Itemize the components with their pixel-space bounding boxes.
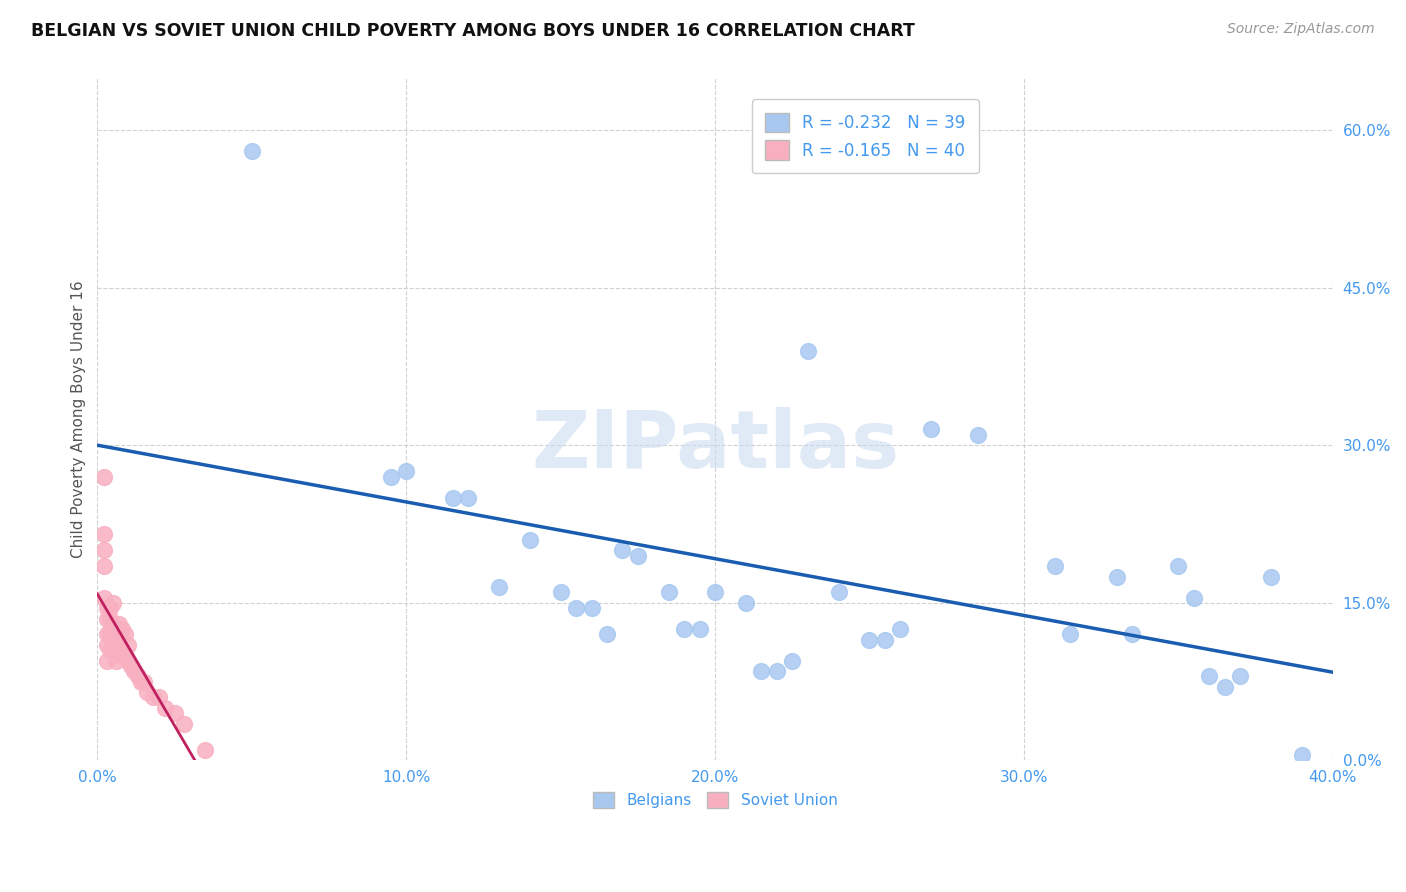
Point bbox=[780, 654, 803, 668]
Point bbox=[163, 706, 186, 720]
Point bbox=[114, 648, 136, 663]
Point bbox=[98, 643, 121, 657]
Point bbox=[380, 469, 402, 483]
Point bbox=[920, 422, 942, 436]
Point bbox=[1043, 559, 1066, 574]
Point bbox=[441, 491, 464, 505]
Point bbox=[658, 585, 681, 599]
Point bbox=[173, 716, 195, 731]
Point bbox=[519, 533, 541, 547]
Point bbox=[108, 643, 131, 657]
Point bbox=[1260, 569, 1282, 583]
Point bbox=[612, 543, 634, 558]
Point bbox=[96, 638, 118, 652]
Point bbox=[127, 669, 149, 683]
Point bbox=[1229, 669, 1251, 683]
Point bbox=[129, 674, 152, 689]
Point bbox=[766, 664, 789, 678]
Point bbox=[240, 144, 263, 158]
Point bbox=[596, 627, 619, 641]
Point bbox=[101, 616, 124, 631]
Point bbox=[1121, 627, 1143, 641]
Point bbox=[135, 685, 157, 699]
Point bbox=[93, 543, 115, 558]
Point bbox=[132, 674, 155, 689]
Point bbox=[96, 601, 118, 615]
Point bbox=[93, 559, 115, 574]
Point bbox=[873, 632, 896, 647]
Point bbox=[1291, 748, 1313, 763]
Point bbox=[550, 585, 572, 599]
Legend: Belgians, Soviet Union: Belgians, Soviet Union bbox=[586, 786, 844, 814]
Point bbox=[114, 627, 136, 641]
Point bbox=[93, 591, 115, 605]
Text: Source: ZipAtlas.com: Source: ZipAtlas.com bbox=[1227, 22, 1375, 37]
Point bbox=[104, 622, 127, 636]
Point bbox=[581, 601, 603, 615]
Point bbox=[93, 469, 115, 483]
Point bbox=[111, 622, 134, 636]
Text: ZIPatlas: ZIPatlas bbox=[531, 408, 900, 485]
Point bbox=[1105, 569, 1128, 583]
Point bbox=[124, 664, 146, 678]
Point bbox=[96, 611, 118, 625]
Point bbox=[98, 601, 121, 615]
Point bbox=[108, 616, 131, 631]
Point bbox=[155, 701, 177, 715]
Point bbox=[104, 638, 127, 652]
Point bbox=[93, 527, 115, 541]
Point bbox=[98, 611, 121, 625]
Point bbox=[117, 638, 139, 652]
Point bbox=[148, 690, 170, 705]
Point bbox=[96, 627, 118, 641]
Point bbox=[735, 596, 758, 610]
Point bbox=[673, 622, 696, 636]
Point bbox=[1059, 627, 1081, 641]
Point bbox=[142, 690, 165, 705]
Point bbox=[889, 622, 911, 636]
Point bbox=[120, 658, 142, 673]
Point bbox=[96, 654, 118, 668]
Point bbox=[101, 632, 124, 647]
Point bbox=[101, 596, 124, 610]
Point bbox=[565, 601, 588, 615]
Point bbox=[689, 622, 711, 636]
Point bbox=[1198, 669, 1220, 683]
Y-axis label: Child Poverty Among Boys Under 16: Child Poverty Among Boys Under 16 bbox=[72, 280, 86, 558]
Point bbox=[1182, 591, 1205, 605]
Point bbox=[1213, 680, 1236, 694]
Point bbox=[627, 549, 650, 563]
Point bbox=[457, 491, 479, 505]
Point bbox=[751, 664, 773, 678]
Point bbox=[1167, 559, 1189, 574]
Point bbox=[117, 654, 139, 668]
Point bbox=[796, 343, 818, 358]
Point bbox=[194, 743, 217, 757]
Text: BELGIAN VS SOVIET UNION CHILD POVERTY AMONG BOYS UNDER 16 CORRELATION CHART: BELGIAN VS SOVIET UNION CHILD POVERTY AM… bbox=[31, 22, 915, 40]
Point bbox=[111, 648, 134, 663]
Point bbox=[827, 585, 849, 599]
Point bbox=[858, 632, 880, 647]
Point bbox=[704, 585, 727, 599]
Point bbox=[966, 427, 988, 442]
Point bbox=[395, 465, 418, 479]
Point bbox=[98, 627, 121, 641]
Point bbox=[104, 654, 127, 668]
Point bbox=[488, 580, 510, 594]
